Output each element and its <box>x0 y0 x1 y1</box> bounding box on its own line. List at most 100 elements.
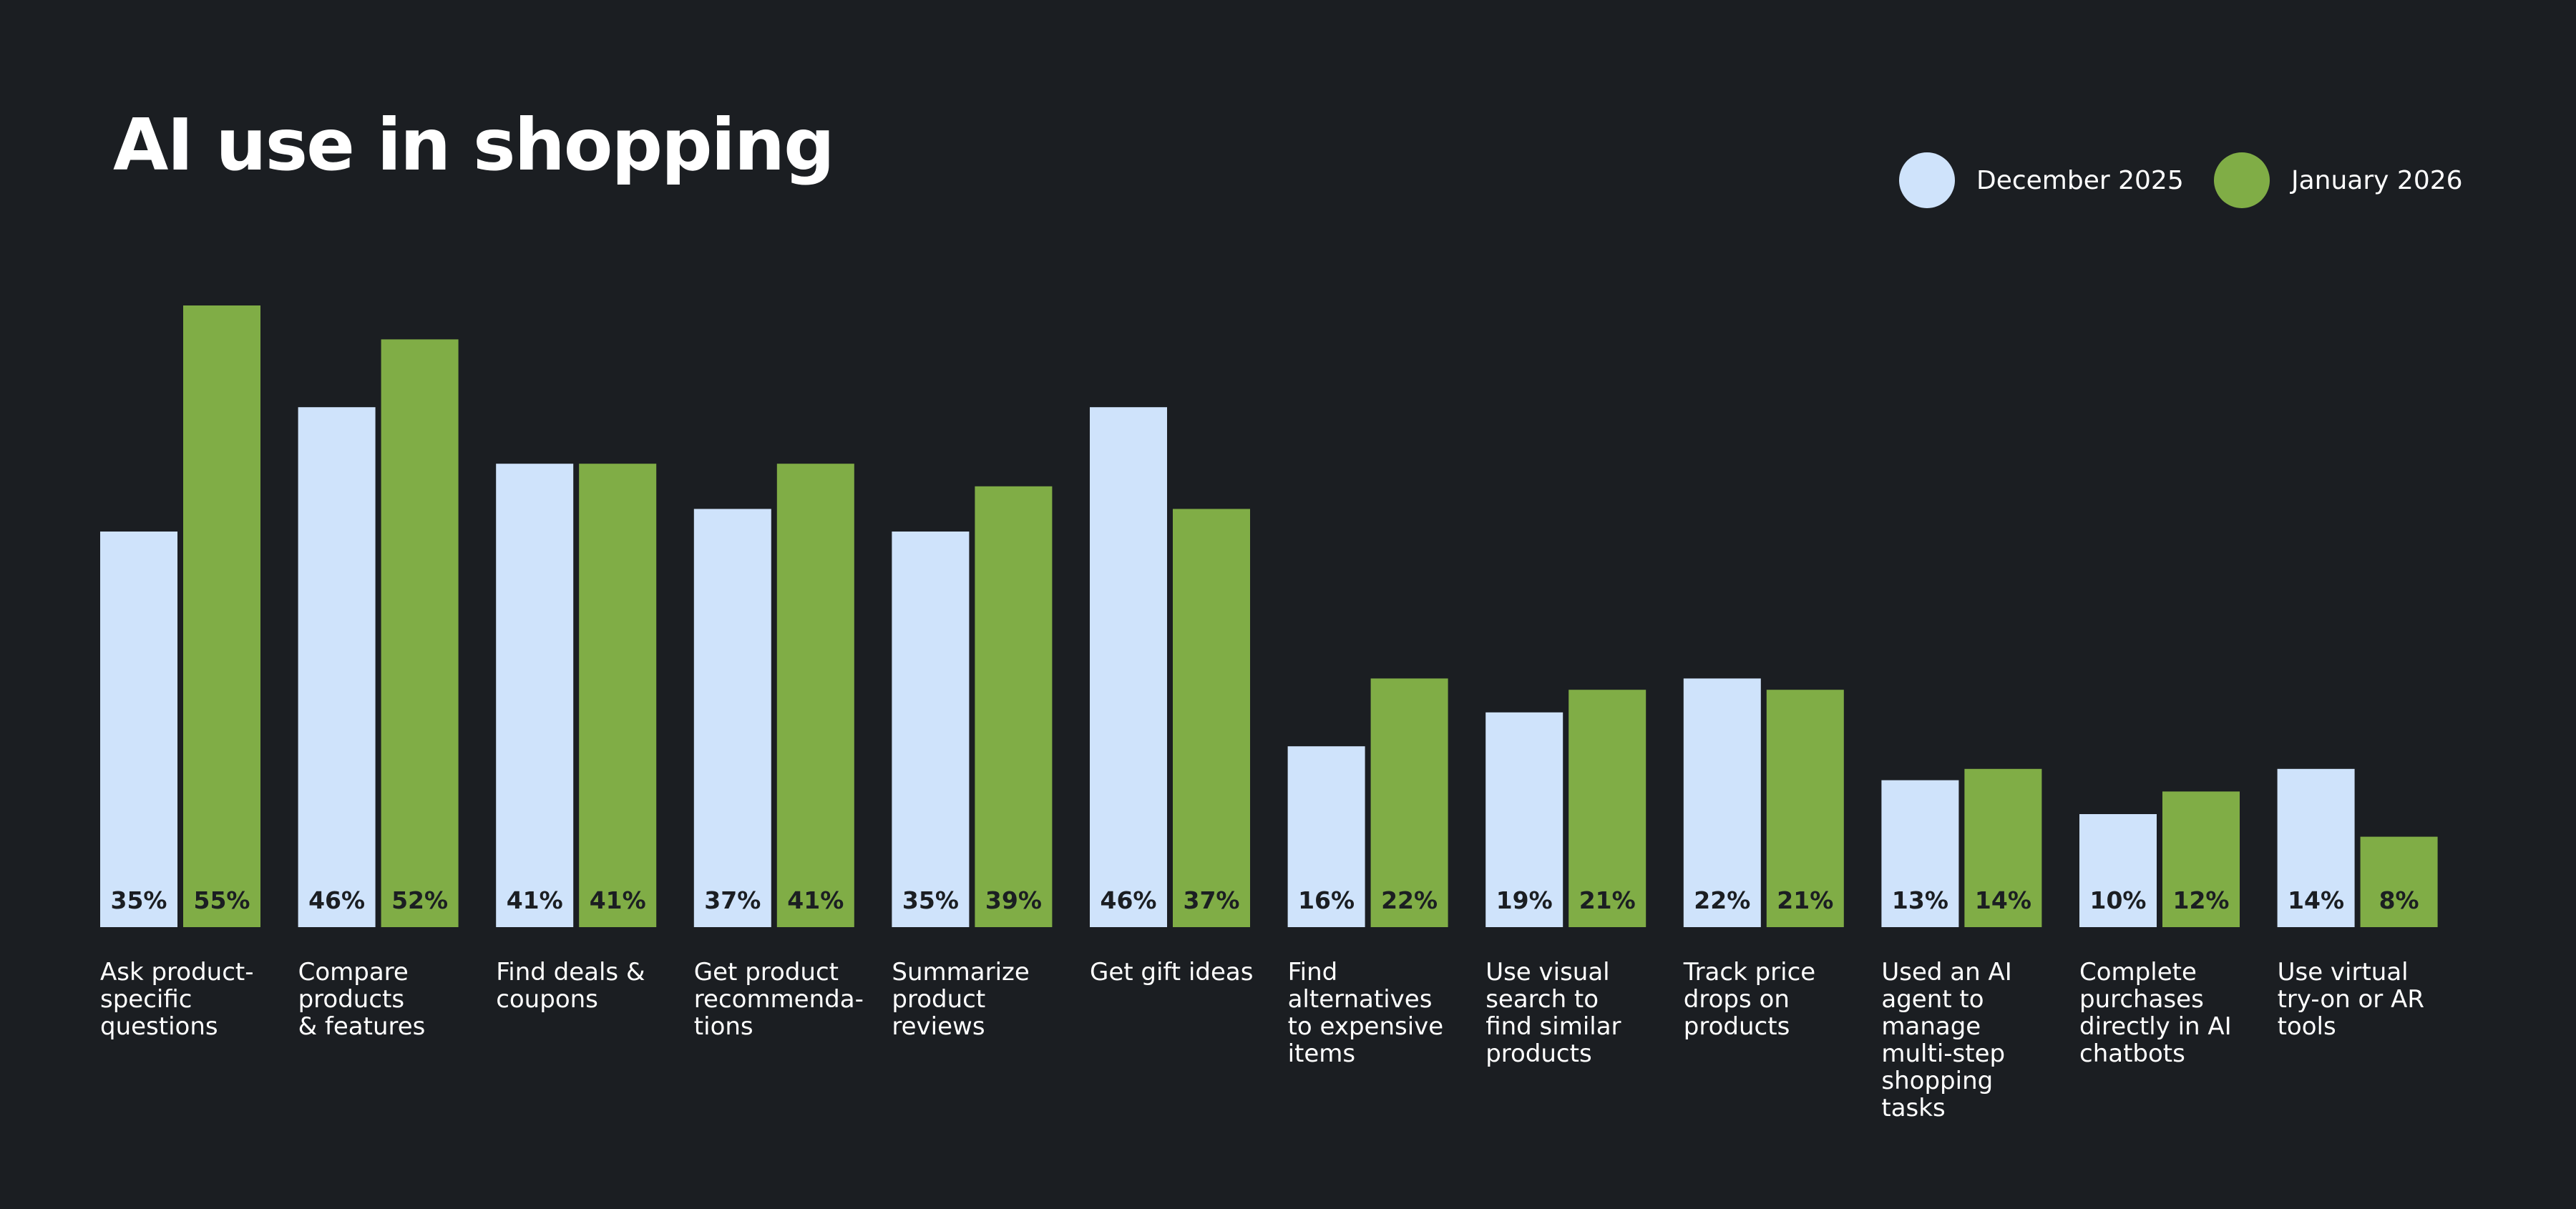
bar-dec-0 <box>100 532 177 927</box>
category-label-line: chatbots <box>2079 1039 2185 1068</box>
bar-dec-11 <box>2277 768 2355 927</box>
category-label-line: shopping <box>1881 1067 1993 1095</box>
bar-dec-6 <box>1287 746 1365 927</box>
bar-dec-4 <box>892 532 970 927</box>
bar-value-label: 55% <box>194 886 250 914</box>
category-label-line: products <box>1684 1012 1790 1041</box>
bar-dec-3 <box>693 509 771 927</box>
category-label: Use visual search to find similar products <box>1485 958 1621 1068</box>
category-label-line: drops on <box>1684 985 1790 1014</box>
bar-value-label: 22% <box>1694 886 1750 914</box>
category-label-line: Use visual <box>1485 958 1609 987</box>
bar-value-label: 13% <box>1892 886 1948 914</box>
bar-value-label: 46% <box>1101 886 1157 914</box>
bar-jan-3 <box>776 464 854 927</box>
bar-jan-8 <box>1766 690 1844 927</box>
bar-value-label: 14% <box>2288 886 2344 914</box>
bar-jan-6 <box>1370 678 1448 927</box>
category-label: Track price drops on products <box>1683 958 1815 1041</box>
category-label-line: search to <box>1485 985 1599 1014</box>
bar-jan-0 <box>183 305 260 927</box>
category-label-line: Use virtual <box>2278 958 2409 987</box>
bar-value-label: 52% <box>391 886 448 914</box>
category-label-line: specific <box>100 985 192 1014</box>
category-label: Find alternatives to expensive items <box>1288 958 1444 1068</box>
legend-label-january: January 2026 <box>2291 165 2463 195</box>
category-label-line: find similar <box>1485 1012 1621 1041</box>
bar-value-label: 41% <box>507 886 563 914</box>
bar-jan-2 <box>579 464 657 927</box>
bar-value-label: 12% <box>2173 886 2230 914</box>
bar-value-label: 16% <box>1298 886 1355 914</box>
bar-value-label: 46% <box>308 886 365 914</box>
bar-jan-4 <box>975 486 1053 927</box>
bar-jan-9 <box>1964 768 2042 927</box>
bar-value-label: 41% <box>787 886 844 914</box>
category-label: Get gift ideas <box>1090 958 1253 987</box>
legend-item-december: December 2025 <box>1899 152 2184 209</box>
category-label-line: purchases <box>2079 985 2204 1014</box>
category-label: Get product recommenda-tions <box>694 958 864 1041</box>
bar-dec-9 <box>1881 780 1959 927</box>
category-label: Used an AI agent to manage multi-step shoppi… <box>1881 958 2011 1122</box>
bar-jan-5 <box>1173 509 1250 927</box>
bar-dec-5 <box>1090 407 1167 927</box>
category-label-line: manage <box>1881 1012 1981 1041</box>
bar-dec-1 <box>298 407 376 927</box>
category-label: Find deals & coupons <box>496 958 645 1014</box>
category-label-line: Track price <box>1683 958 1815 987</box>
bar-value-label: 37% <box>1184 886 1240 914</box>
category-label-line: Ask product- <box>100 958 254 987</box>
category-label-line: Summarize <box>892 958 1029 987</box>
legend-item-january: January 2026 <box>2214 152 2463 209</box>
category-label-line: Compare <box>298 958 409 987</box>
bar-value-label: 10% <box>2090 886 2147 914</box>
category-label-line: product <box>892 985 985 1014</box>
bar-value-label: 21% <box>1579 886 1636 914</box>
bar-value-label: 22% <box>1381 886 1438 914</box>
bar-value-label: 8% <box>2379 886 2419 914</box>
category-label-line: Complete <box>2079 958 2197 987</box>
bar-jan-11 <box>2360 836 2438 927</box>
category-label-line: Get product <box>694 958 839 987</box>
category-label: Complete purchases directly in AI chatbots <box>2079 958 2232 1068</box>
bar-dec-8 <box>1683 678 1761 927</box>
category-label-line: products <box>298 985 404 1014</box>
category-label-line: Get gift ideas <box>1090 958 1253 987</box>
bar-jan-1 <box>381 339 459 927</box>
category-label-line: questions <box>100 1012 218 1041</box>
category-label-line: Find <box>1288 958 1338 987</box>
bar-value-label: 19% <box>1496 886 1553 914</box>
bar-value-label: 39% <box>985 886 1042 914</box>
category-label-line: Used an AI <box>1881 958 2011 987</box>
bar-dec-10 <box>2079 814 2157 927</box>
category-label-line: recommenda- <box>694 985 864 1014</box>
category-label: Ask product-specific questions <box>100 958 254 1041</box>
bar-value-label: 35% <box>111 886 167 914</box>
category-label-line: Find deals & <box>496 958 645 987</box>
bar-dec-2 <box>496 464 574 927</box>
category-label-line: agent to <box>1881 985 1984 1014</box>
category-label-line: tions <box>694 1012 753 1041</box>
page-title: AI use in shopping <box>113 103 835 187</box>
bar-value-label: 41% <box>590 886 646 914</box>
category-label-line: to expensive <box>1288 1012 1444 1041</box>
category-label-line: coupons <box>496 985 598 1014</box>
category-label-line: multi-step <box>1881 1039 2005 1068</box>
bar-jan-10 <box>2162 791 2240 927</box>
bar-value-label: 14% <box>1975 886 2031 914</box>
category-label-line: items <box>1288 1039 1356 1068</box>
category-label-line: tasks <box>1881 1094 1945 1122</box>
category-label-line: products <box>1485 1039 1591 1068</box>
legend-label-december: December 2025 <box>1976 165 2184 195</box>
bar-jan-7 <box>1568 690 1646 927</box>
bar-value-label: 21% <box>1777 886 1833 914</box>
category-label: Compare products & features <box>298 958 426 1041</box>
category-label-line: reviews <box>892 1012 985 1041</box>
bar-dec-7 <box>1485 712 1563 927</box>
category-label-line: tools <box>2278 1012 2336 1041</box>
category-label-line: try-on or AR <box>2278 985 2424 1014</box>
category-label-line: alternatives <box>1288 985 1433 1014</box>
category-label: Use virtual try-on or AR tools <box>2278 958 2424 1041</box>
